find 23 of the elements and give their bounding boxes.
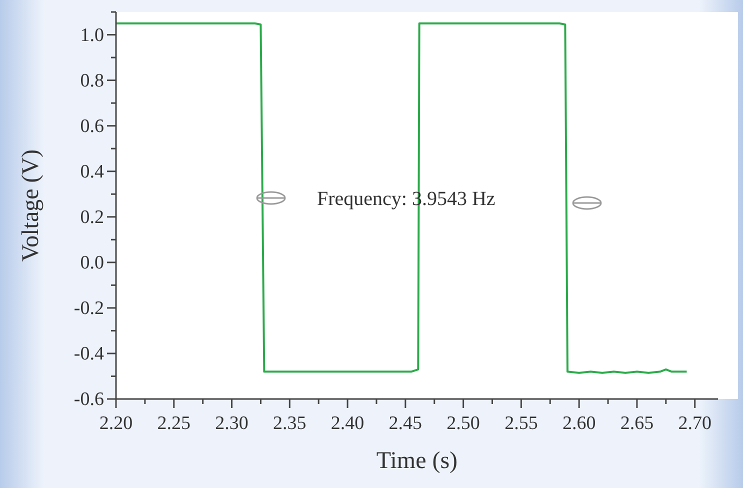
- x-tick-label: 2.30: [215, 413, 248, 434]
- y-tick-label: 1.0: [80, 24, 104, 46]
- y-tick-label: 0.2: [80, 206, 104, 228]
- y-tick-label: -0.2: [74, 298, 104, 319]
- x-tick-label: 2.40: [330, 413, 364, 434]
- x-tick-label: 2.55: [504, 413, 538, 434]
- x-axis-title: Time (s): [376, 448, 458, 474]
- x-tick-label: 2.25: [157, 413, 191, 434]
- y-axis-title: Voltage (V): [18, 149, 44, 262]
- x-tick-label: 2.70: [678, 413, 712, 434]
- x-tick-label: 2.35: [273, 413, 306, 434]
- x-tick-label: 2.65: [620, 413, 654, 434]
- y-tick-label: 0.6: [80, 116, 104, 137]
- x-tick-label: 2.50: [446, 413, 480, 434]
- y-tick-label: 0.8: [80, 70, 104, 92]
- y-tick-label: 0.0: [80, 252, 104, 274]
- x-tick-label: 2.45: [388, 413, 422, 434]
- y-tick-label: 0.4: [80, 161, 104, 182]
- line-series: [115, 22, 688, 374]
- y-tick-label: -0.4: [74, 343, 104, 364]
- x-tick-label: 2.60: [562, 413, 596, 434]
- y-tick-label: -0.6: [74, 389, 104, 410]
- x-tick-label: 2.20: [99, 413, 133, 434]
